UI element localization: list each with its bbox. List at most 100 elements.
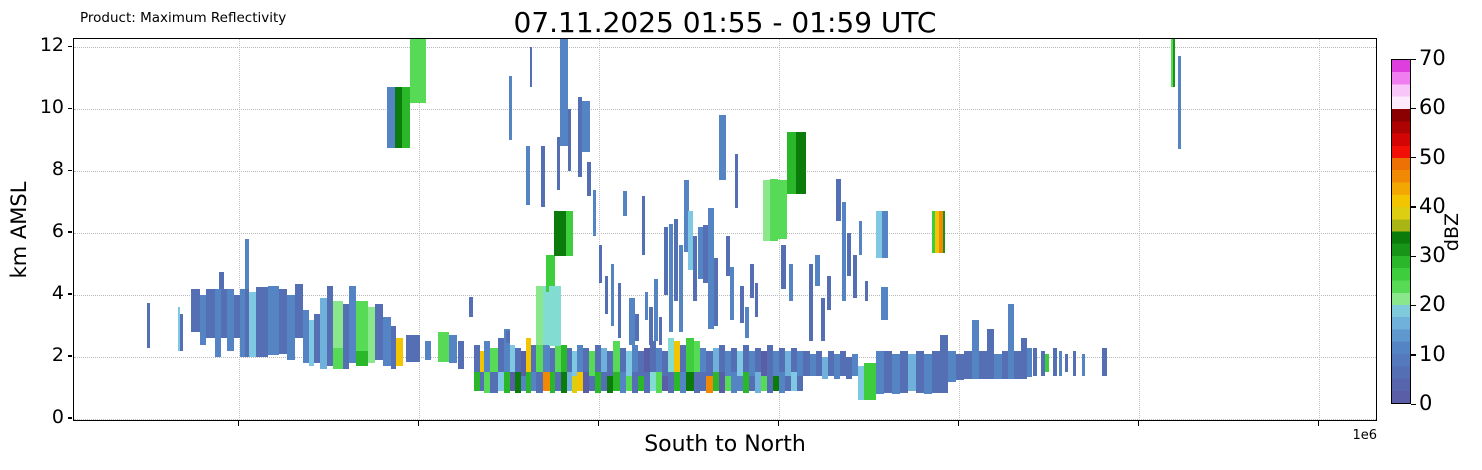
reflectivity-bar [1008,304,1014,379]
reflectivity-bar [654,279,658,342]
x-gridline [959,39,960,420]
reflectivity-bar [555,372,561,391]
reflectivity-bar [940,335,948,393]
reflectivity-bar [1033,347,1037,376]
colorbar-tick-mark [1411,58,1416,60]
reflectivity-bar [743,372,749,393]
reflectivity-bar [215,288,221,357]
reflectivity-bar [593,189,596,237]
y-tick-mark [68,417,72,419]
reflectivity-bar [546,254,555,292]
y-tick-label: 0 [51,405,64,428]
reflectivity-bar [645,291,648,320]
y-tick-mark [68,231,72,233]
reflectivity-bar [567,347,572,373]
x-tick-mark [1137,421,1139,426]
reflectivity-bar [745,307,749,339]
colorbar-tick-mark [1411,206,1416,208]
reflectivity-bar [656,347,662,373]
reflectivity-bar [1027,347,1032,378]
reflectivity-bar [714,257,718,326]
x-tick-mark [1317,421,1319,426]
reflectivity-bar [706,375,713,393]
reflectivity-bar [295,284,303,339]
reflectivity-bar [725,350,731,376]
y-tick-label: 8 [51,158,64,180]
reflectivity-bar [858,366,864,401]
reflectivity-bar [650,372,656,391]
reflectivity-bar [303,310,309,364]
reflectivity-bar [1002,350,1008,379]
reflectivity-bar [785,350,791,376]
reflectivity-bar [550,347,555,373]
y-tick-mark [68,107,72,109]
reflectivity-bar [656,372,662,393]
reflectivity-bar [935,211,939,254]
reflectivity-bar [956,353,964,381]
reflectivity-bar [943,211,945,254]
reflectivity-bar [240,288,245,357]
reflectivity-bar [391,325,396,370]
reflectivity-bar [578,96,582,178]
reflectivity-bar [474,344,480,373]
reflectivity-bar [686,372,694,391]
reflectivity-bar [245,288,249,357]
reflectivity-bar [668,372,674,393]
x-axis-label: South to North [644,432,806,457]
reflectivity-bar [846,356,852,379]
reflectivity-bar [674,219,678,302]
reflectivity-bar [703,225,708,283]
reflectivity-bar [779,372,785,393]
reflectivity-bar [644,372,650,393]
reflectivity-bar [632,344,638,373]
colorbar [1391,59,1411,404]
reflectivity-bar [632,372,638,393]
reflectivity-bar [828,350,834,376]
reflectivity-bar [892,353,900,395]
reflectivity-bar [638,375,644,391]
reflectivity-bar [561,372,567,393]
reflectivity-bar [809,263,813,342]
reflectivity-bar [816,350,822,376]
reflectivity-bar [498,372,504,391]
reflectivity-bar [740,285,744,323]
reflectivity-bar [773,350,779,376]
reflectivity-bar [842,201,846,302]
reflectivity-bar [939,211,943,254]
reflectivity-bar [693,236,697,302]
colorbar-tick-label: 50 [1419,144,1446,169]
colorbar-tick-label: 0 [1419,391,1433,415]
y-tick-mark [68,355,72,357]
reflectivity-bar [526,146,530,206]
reflectivity-bar [256,287,268,357]
y-tick-label: 12 [39,34,64,57]
reflectivity-bar [618,282,621,339]
colorbar-tick-mark [1411,304,1416,307]
reflectivity-bar [700,347,706,373]
reflectivity-bar [206,288,215,339]
reflectivity-bar [1014,350,1021,379]
x-tick-mark [597,421,599,426]
reflectivity-bar [309,319,314,367]
reflectivity-bar [884,350,892,393]
reflectivity-bar [541,146,545,207]
reflectivity-bar [219,271,224,289]
reflectivity-bar [530,47,532,88]
reflectivity-bar [509,76,512,140]
reflectivity-bar [577,344,583,373]
reflectivity-bar [613,341,620,373]
reflectivity-bar [1173,39,1175,88]
colorbar-tick-label: 40 [1419,193,1446,218]
reflectivity-bar [587,161,591,196]
reflectivity-bar [755,372,761,393]
reflectivity-bar [781,245,786,289]
reflectivity-bar [200,294,206,345]
reflectivity-bar [1053,347,1057,376]
reflectivity-bar [629,298,635,345]
reflectivity-bar [767,372,773,393]
reflectivity-bar [320,298,327,370]
reflectivity-bar [549,285,561,347]
y-gridline [74,294,1376,296]
reflectivity-bar [821,298,825,342]
reflectivity-bar [387,87,395,148]
